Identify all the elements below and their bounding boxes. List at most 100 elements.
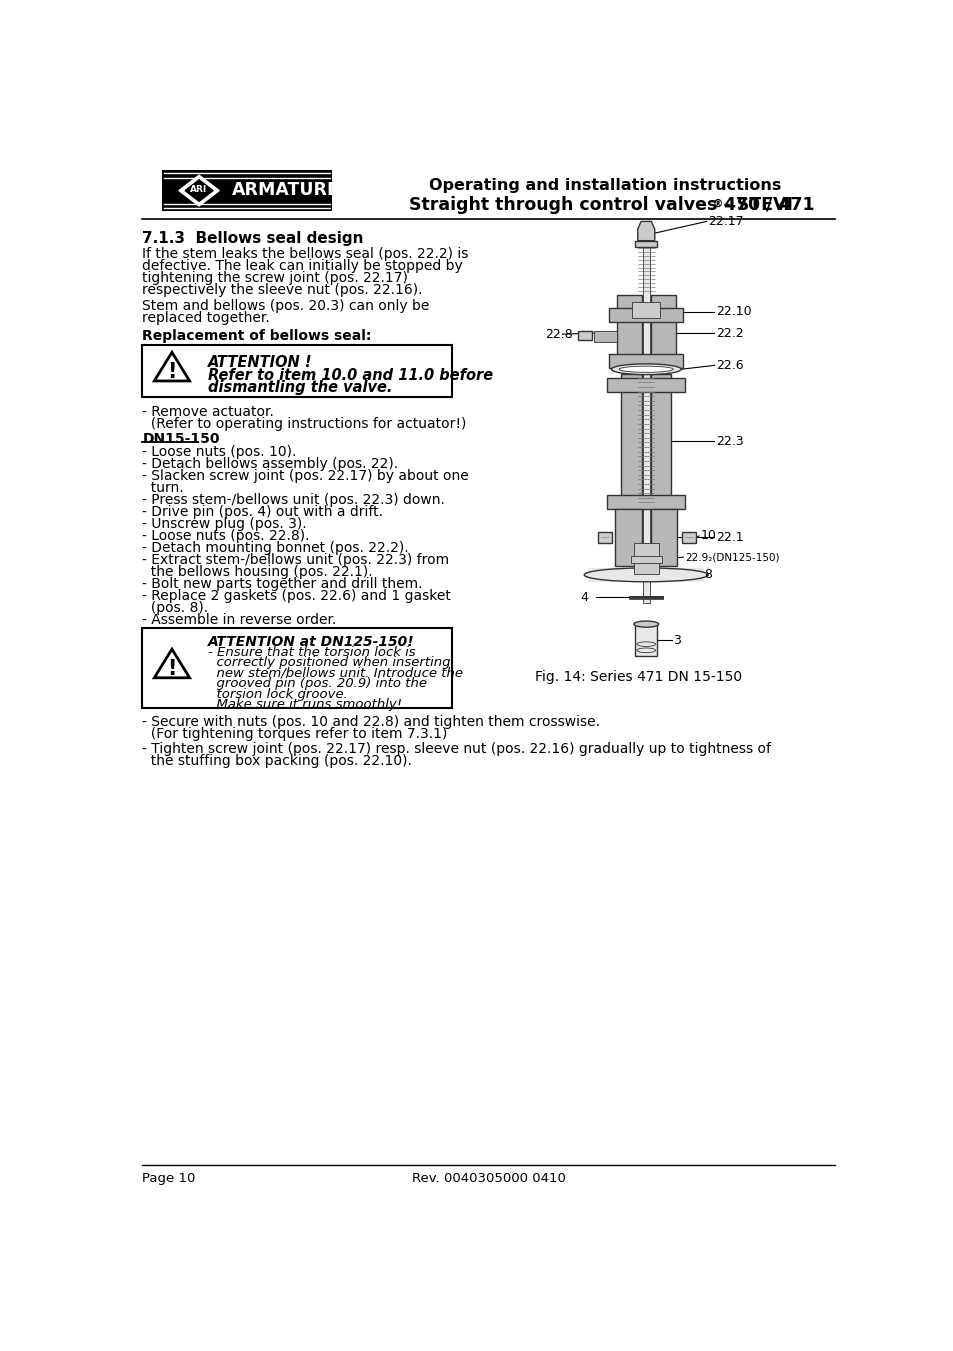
Text: tightening the screw joint (pos. 22.17): tightening the screw joint (pos. 22.17) (142, 270, 408, 285)
Polygon shape (185, 180, 213, 201)
Text: replaced together.: replaced together. (142, 311, 270, 326)
Bar (598, 532, 612, 543)
Text: respectively the sleeve nut (pos. 22.16).: respectively the sleeve nut (pos. 22.16)… (142, 282, 422, 297)
Bar (635, 624, 657, 657)
Text: ATTENTION !: ATTENTION ! (208, 355, 313, 370)
Text: DN15-150: DN15-150 (142, 431, 220, 446)
Text: - Extract stem-/bellows unit (pos. 22.3) from: - Extract stem-/bellows unit (pos. 22.3)… (142, 553, 449, 567)
Text: the stuffing box packing (pos. 22.10).: the stuffing box packing (pos. 22.10). (142, 754, 412, 769)
Text: ATTENTION at DN125-150!: ATTENTION at DN125-150! (208, 635, 415, 650)
Text: 22.2: 22.2 (716, 327, 742, 339)
Text: 22.6: 22.6 (716, 359, 742, 372)
Text: - Detach mounting bonnet (pos. 22.2).: - Detach mounting bonnet (pos. 22.2). (142, 540, 409, 555)
Bar (642, 230, 649, 603)
Text: Rev. 0040305000 0410: Rev. 0040305000 0410 (412, 1171, 565, 1185)
Text: !: ! (167, 659, 176, 680)
Text: 10: 10 (700, 530, 716, 543)
Text: 8: 8 (703, 569, 712, 581)
Bar (609, 308, 682, 323)
Text: 22.1: 22.1 (716, 531, 742, 544)
Text: 22.8: 22.8 (545, 328, 573, 340)
Text: - Ensure that the torsion lock is: - Ensure that the torsion lock is (208, 646, 416, 659)
Ellipse shape (633, 621, 658, 627)
Text: - Slacken screw joint (pos. 22.17) by about one: - Slacken screw joint (pos. 22.17) by ab… (142, 469, 469, 484)
Bar (609, 354, 682, 367)
Text: Make sure it runs smoothly!: Make sure it runs smoothly! (208, 698, 402, 711)
Text: !: ! (167, 362, 176, 382)
Text: 22.10: 22.10 (716, 305, 751, 317)
Polygon shape (154, 353, 190, 381)
FancyBboxPatch shape (142, 345, 452, 397)
Bar (630, 557, 661, 562)
Text: - Remove actuator.: - Remove actuator. (142, 405, 274, 419)
Text: 22.9₂(DN125-150): 22.9₂(DN125-150) (684, 553, 779, 562)
Bar (162, 170, 332, 211)
Text: new stem/bellows unit. Introduce the: new stem/bellows unit. Introduce the (208, 667, 463, 680)
Bar (607, 494, 684, 508)
Text: (For tightening torques refer to item 7.3.1): (For tightening torques refer to item 7.… (142, 727, 447, 742)
Text: Refer to item 10.0 and 11.0 before: Refer to item 10.0 and 11.0 before (208, 367, 493, 382)
Bar (620, 374, 641, 508)
Text: Straight through control valves - STEVI: Straight through control valves - STEVI (409, 196, 793, 213)
Text: - Loose nuts (pos. 22.8).: - Loose nuts (pos. 22.8). (142, 530, 310, 543)
Text: - Replace 2 gaskets (pos. 22.6) and 1 gasket: - Replace 2 gaskets (pos. 22.6) and 1 ga… (142, 589, 451, 603)
Text: 7.1.3  Bellows seal design: 7.1.3 Bellows seal design (142, 231, 364, 246)
Text: torsion lock groove.: torsion lock groove. (208, 688, 348, 701)
Text: - Press stem-/bellows unit (pos. 22.3) down.: - Press stem-/bellows unit (pos. 22.3) d… (142, 493, 445, 507)
Bar (119, 162, 858, 218)
Text: the bellows housing (pos. 22.1).: the bellows housing (pos. 22.1). (142, 565, 373, 578)
Text: - Unscrew plug (pos. 3).: - Unscrew plug (pos. 3). (142, 517, 307, 531)
Bar (632, 303, 659, 317)
Bar (681, 532, 695, 543)
Ellipse shape (583, 567, 707, 582)
Text: defective. The leak can initially be stopped by: defective. The leak can initially be sto… (142, 259, 463, 273)
Text: Stem and bellows (pos. 20.3) can only be: Stem and bellows (pos. 20.3) can only be (142, 299, 430, 313)
Text: Replacement of bellows seal:: Replacement of bellows seal: (142, 330, 372, 343)
Polygon shape (637, 222, 654, 240)
Bar (615, 508, 641, 566)
Bar (587, 567, 703, 582)
Text: Page 10: Page 10 (142, 1171, 195, 1185)
Text: (pos. 8).: (pos. 8). (142, 601, 209, 615)
Text: - Secure with nuts (pos. 10 and 22.8) and tighten them crosswise.: - Secure with nuts (pos. 10 and 22.8) an… (142, 716, 599, 730)
Text: - Bolt new parts together and drill them.: - Bolt new parts together and drill them… (142, 577, 422, 590)
Text: correctly positioned when inserting: correctly positioned when inserting (208, 657, 451, 670)
Text: 470 / 471: 470 / 471 (717, 196, 813, 213)
Ellipse shape (618, 366, 673, 373)
Bar (650, 295, 675, 367)
Ellipse shape (637, 642, 655, 646)
Text: - Detach bellows assembly (pos. 22).: - Detach bellows assembly (pos. 22). (142, 458, 398, 471)
Bar (650, 374, 671, 508)
Text: - Loose nuts (pos. 10).: - Loose nuts (pos. 10). (142, 446, 296, 459)
Text: turn.: turn. (142, 481, 184, 496)
Text: (Refer to operating instructions for actuator!): (Refer to operating instructions for act… (142, 416, 466, 431)
Text: - Tighten screw joint (pos. 22.17) resp. sleeve nut (pos. 22.16) gradually up to: - Tighten screw joint (pos. 22.17) resp.… (142, 742, 771, 757)
Bar (593, 331, 617, 342)
Text: dismantling the valve.: dismantling the valve. (208, 380, 393, 394)
Bar (635, 240, 657, 247)
Text: - Assemble in reverse order.: - Assemble in reverse order. (142, 612, 336, 627)
Text: Operating and installation instructions: Operating and installation instructions (429, 177, 781, 193)
Text: - Drive pin (pos. 4) out with a drift.: - Drive pin (pos. 4) out with a drift. (142, 505, 383, 519)
Text: ARMATUREN: ARMATUREN (232, 181, 354, 199)
Text: 22.17: 22.17 (707, 215, 743, 228)
Bar (650, 508, 677, 566)
Ellipse shape (611, 363, 680, 374)
Text: ®: ® (712, 199, 722, 209)
Bar (607, 378, 684, 392)
Bar (617, 295, 641, 367)
Text: grooved pin (pos. 20.9) into the: grooved pin (pos. 20.9) into the (208, 677, 427, 690)
Ellipse shape (637, 648, 655, 653)
Bar (578, 331, 592, 340)
Text: 3: 3 (673, 634, 680, 647)
Text: 4: 4 (579, 590, 588, 604)
Text: ARI: ARI (191, 185, 208, 195)
Text: If the stem leaks the bellows seal (pos. 22.2) is: If the stem leaks the bellows seal (pos.… (142, 247, 468, 261)
Text: Fig. 14: Series 471 DN 15-150: Fig. 14: Series 471 DN 15-150 (535, 670, 741, 685)
Bar (629, 596, 662, 600)
Text: 22.3: 22.3 (716, 435, 742, 447)
Bar (633, 543, 658, 574)
FancyBboxPatch shape (142, 628, 452, 708)
Polygon shape (179, 176, 219, 205)
Polygon shape (154, 648, 190, 678)
